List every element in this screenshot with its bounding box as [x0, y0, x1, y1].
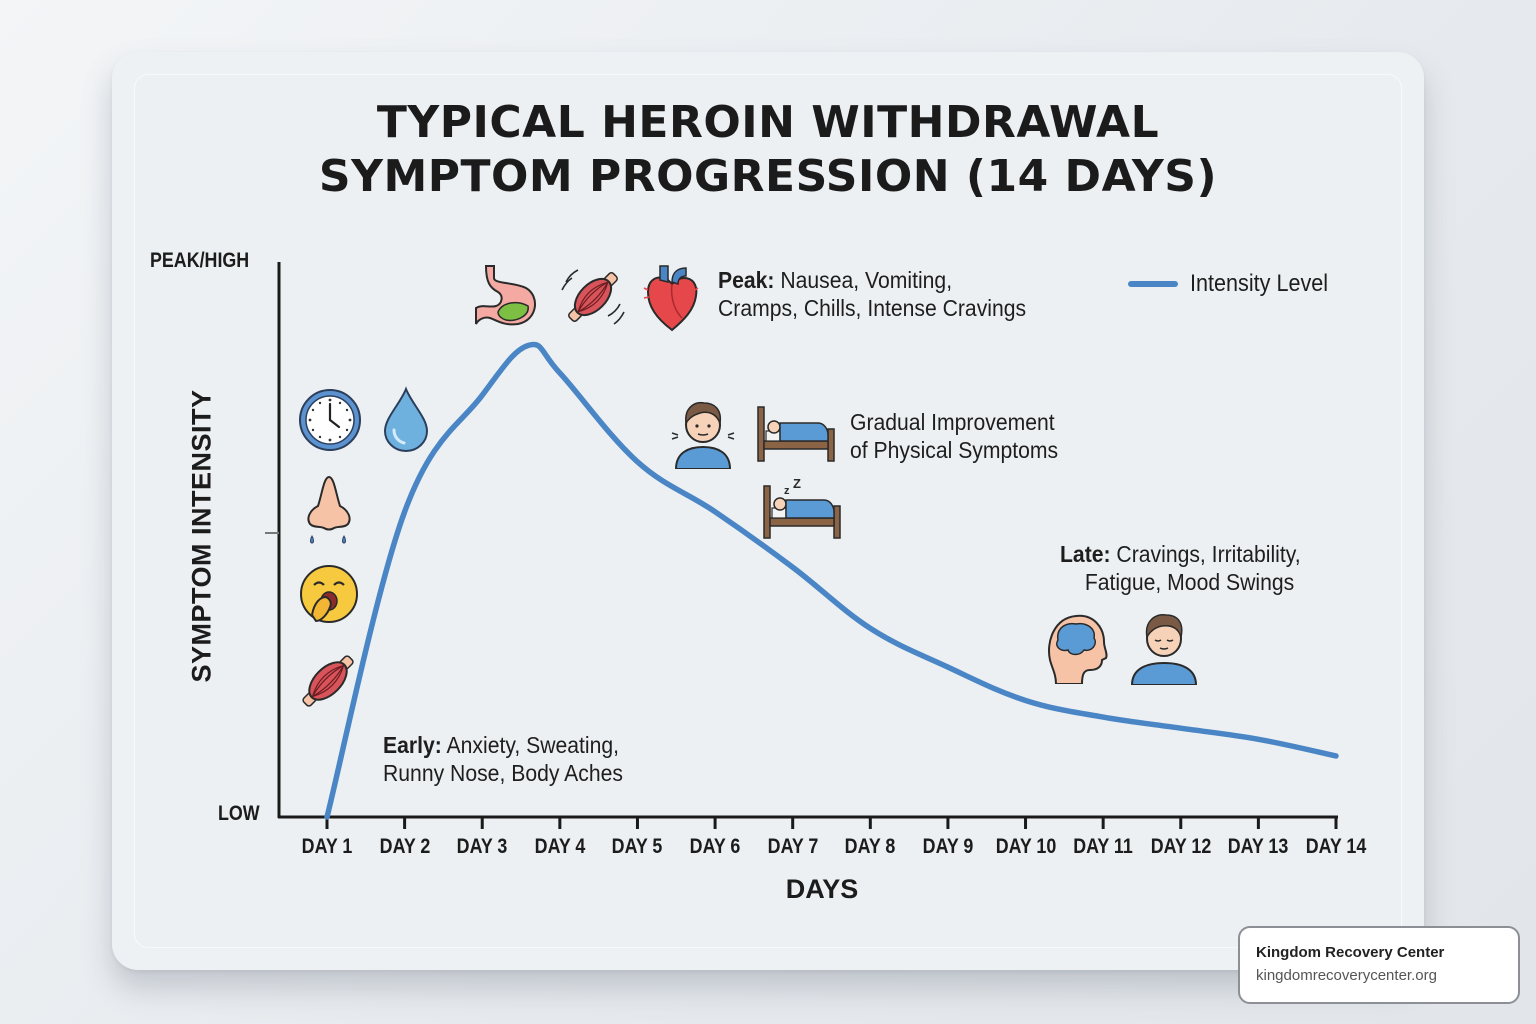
legend-label: Intensity Level — [1190, 270, 1329, 297]
legend-swatch — [1128, 281, 1178, 287]
badge-url[interactable]: kingdomrecoverycenter.org — [1256, 967, 1437, 984]
x-tick-label: DAY 11 — [1073, 835, 1133, 858]
svg-text:Z: Z — [793, 476, 801, 491]
title-line-1: TYPICAL HEROIN WITHDRAWAL — [376, 97, 1160, 148]
x-tick-label: DAY 12 — [1150, 835, 1212, 858]
late-annotation-line1: Cravings, Irritability, — [1110, 541, 1301, 567]
badge-org-name: Kingdom Recovery Center — [1256, 944, 1445, 961]
x-tick-label: DAY 3 — [456, 835, 508, 858]
x-tick-label: DAY 7 — [767, 835, 818, 858]
peak-annotation: Peak: Nausea, Vomiting, Cramps, Chills, … — [718, 266, 1026, 322]
heart-icon — [643, 265, 699, 332]
svg-text:z: z — [784, 485, 790, 497]
early-annotation: Early: Anxiety, Sweating, Runny Nose, Bo… — [383, 731, 623, 787]
x-tick-label: DAY 6 — [689, 835, 741, 858]
title-line-2: SYMPTOM PROGRESSION (14 DAYS) — [318, 151, 1218, 202]
brain-head-icon — [1048, 614, 1108, 684]
x-axis-label: DAYS — [785, 874, 859, 904]
stomach-icon — [475, 265, 536, 326]
x-tick-label: DAY 8 — [844, 835, 896, 858]
early-annotation-line2: Runny Nose, Body Aches — [383, 760, 623, 786]
x-tick-label: DAY 2 — [379, 835, 430, 858]
legend: Intensity Level — [1128, 270, 1343, 298]
calm-person-icon — [1130, 613, 1198, 685]
gradual-annotation: Gradual Improvement of Physical Symptoms — [850, 408, 1058, 464]
bed-icon — [757, 406, 835, 462]
early-annotation-line1: Anxiety, Sweating, — [441, 732, 620, 758]
muscle-cramp-icon — [561, 269, 625, 325]
late-annotation: Late: Cravings, Irritability, Fatigue, M… — [1060, 540, 1301, 596]
y-tick-low: LOW — [218, 802, 260, 825]
source-badge: Kingdom Recovery Center kingdomrecoveryc… — [1238, 926, 1520, 1004]
x-tick-label: DAY 10 — [995, 835, 1056, 858]
late-annotation-line2: Fatigue, Mood Swings — [1084, 569, 1295, 595]
y-axis-label: SYMPTOM INTENSITY — [186, 389, 217, 683]
gradual-annotation-line1: Gradual Improvement — [850, 409, 1055, 435]
runny-nose-icon — [307, 475, 351, 544]
chart-title: TYPICAL HEROIN WITHDRAWAL SYMPTOM PROGRE… — [0, 96, 1536, 204]
muscle-icon — [302, 655, 354, 707]
x-tick-label: DAY 1 — [301, 835, 353, 858]
sleeping-bed-icon: z Z — [763, 476, 841, 539]
late-annotation-heading: Late: — [1060, 541, 1111, 567]
peak-annotation-line1: Nausea, Vomiting, — [774, 267, 953, 293]
x-axis — [278, 815, 1338, 829]
intensity-line — [324, 341, 1339, 820]
gradual-annotation-line2: of Physical Symptoms — [850, 437, 1059, 463]
y-tick-peak: PEAK/HIGH — [150, 249, 250, 272]
peak-annotation-line2: Cramps, Chills, Intense Cravings — [718, 295, 1027, 321]
person-chills-icon — [671, 401, 735, 469]
x-tick-label: DAY 13 — [1228, 835, 1289, 858]
x-tick-label: DAY 14 — [1305, 835, 1367, 858]
yawning-face-icon — [300, 565, 358, 623]
x-tick-label: DAY 4 — [534, 835, 586, 858]
y-axis — [265, 262, 281, 818]
water-drop-icon — [383, 386, 429, 452]
x-tick-label: DAY 9 — [922, 835, 974, 858]
early-annotation-heading: Early: — [383, 732, 442, 758]
clock-icon — [299, 389, 361, 451]
x-tick-label: DAY 5 — [612, 835, 663, 858]
peak-annotation-heading: Peak: — [718, 267, 775, 293]
